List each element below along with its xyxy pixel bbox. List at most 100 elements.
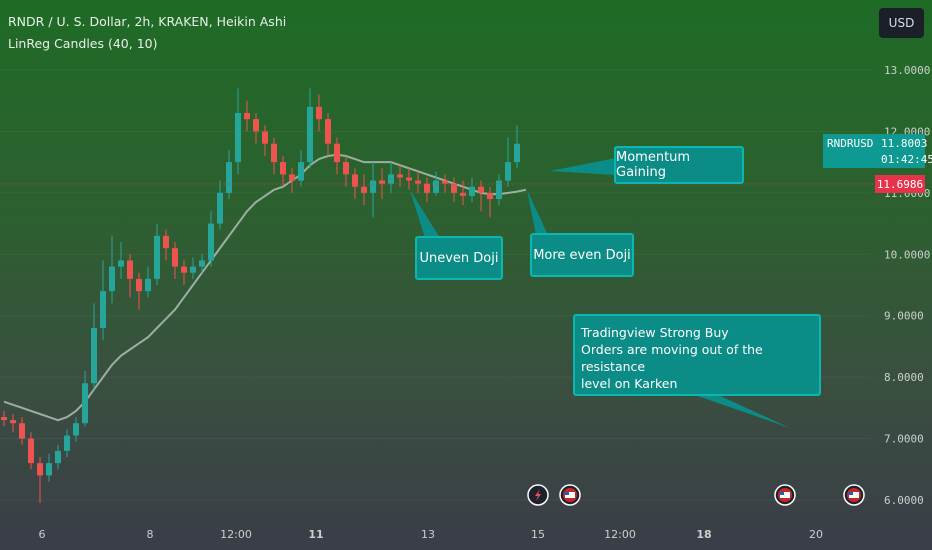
candle-body	[370, 180, 376, 193]
candle-body	[118, 260, 124, 267]
x-tick-label: 12:00	[604, 528, 636, 541]
currency-button[interactable]: USD	[879, 8, 924, 38]
callout-uneven-doji-text: Uneven Doji	[419, 250, 499, 266]
us-flag-icon	[780, 492, 790, 498]
candle-body	[217, 192, 223, 224]
candle-body	[145, 278, 151, 292]
x-tick-label: 15	[531, 528, 545, 541]
linreg-ma-line	[3, 153, 527, 422]
candle-body	[109, 266, 115, 292]
candle-body	[451, 183, 457, 193]
y-tick-label: 13.0000	[884, 64, 930, 77]
candle-body	[307, 106, 313, 163]
candle-body	[334, 143, 340, 163]
us-flag-icon	[849, 492, 859, 498]
candle-body	[244, 113, 250, 120]
candle-body	[469, 186, 475, 196]
y-tick-label: 8.0000	[884, 371, 924, 384]
candle-body	[262, 131, 268, 144]
candle-body	[235, 113, 241, 163]
candle-body	[190, 266, 196, 273]
callout-even-doji-text: More even Doji	[533, 247, 631, 263]
candle-body	[172, 248, 178, 267]
lightning-icon	[535, 489, 541, 501]
candle-body	[487, 192, 493, 199]
symbol-label: RNDRUSD	[827, 137, 874, 150]
candle-body	[199, 260, 205, 267]
candle-body	[325, 119, 331, 144]
candle-body	[154, 235, 160, 279]
callout-uneven-doji[interactable]: Uneven Doji	[415, 236, 503, 280]
chart-title: RNDR / U. S. Dollar, 2h, KRAKEN, Heikin …	[8, 14, 287, 29]
y-tick-label: 10.0000	[884, 248, 930, 261]
candle-body	[397, 174, 403, 178]
y-tick-label: 9.0000	[884, 310, 924, 323]
candle-body	[478, 186, 484, 193]
candle-body	[136, 278, 142, 292]
y-tick-label: 6.0000	[884, 494, 924, 507]
candle-body	[280, 162, 286, 175]
candle-body	[343, 162, 349, 175]
candle-body	[388, 174, 394, 184]
candle-body	[226, 162, 232, 193]
callout-pointer-uneven	[410, 190, 440, 238]
current-price-tag: 11.6986	[875, 175, 925, 193]
callout-strong-buy-line1: Tradingview Strong Buy	[581, 325, 729, 340]
last-price: 11.8003	[881, 137, 928, 150]
candle-body	[91, 328, 97, 384]
us-flag-canton	[565, 492, 569, 495]
candle-body	[1, 417, 7, 421]
callout-strong-buy-line2: Orders are moving out of the resistance	[581, 342, 763, 374]
candle-body	[352, 174, 358, 187]
candle-body	[73, 423, 79, 436]
candle-body	[19, 423, 25, 439]
x-tick-label: 12:00	[220, 528, 252, 541]
candle-body	[433, 180, 439, 193]
candle-body	[415, 180, 421, 184]
candle-body	[289, 174, 295, 181]
candle-body	[316, 106, 322, 120]
us-flag-canton	[780, 492, 784, 495]
us-flag-icon	[565, 492, 575, 498]
candle-body	[460, 192, 466, 196]
candle-body	[46, 463, 52, 476]
candle-body	[64, 435, 70, 451]
x-tick-label: 18	[696, 528, 711, 541]
callout-pointer-momentum	[550, 158, 616, 175]
candle-body	[28, 438, 34, 464]
candle-body	[496, 180, 502, 199]
y-tick-label: 7.0000	[884, 433, 924, 446]
x-tick-label: 6	[39, 528, 46, 541]
symbol-price-tag: RNDRUSD 11.8003 01:42:45	[823, 134, 932, 168]
x-tick-label: 8	[147, 528, 154, 541]
candle-body	[55, 450, 61, 464]
callout-momentum-text: Momentum Gaining	[616, 150, 691, 180]
countdown-timer: 01:42:45	[881, 153, 932, 166]
candle-body	[379, 180, 385, 184]
candle-body	[100, 291, 106, 328]
callout-pointer-even	[527, 190, 548, 235]
candle-body	[82, 383, 88, 424]
us-flag-canton	[849, 492, 853, 495]
x-tick-label: 13	[421, 528, 435, 541]
candle-body	[271, 143, 277, 163]
callout-even-doji[interactable]: More even Doji	[530, 233, 634, 277]
candle-body	[208, 223, 214, 261]
candle-body	[514, 143, 520, 163]
x-tick-label: 11	[308, 528, 323, 541]
callout-momentum[interactable]: Momentum Gaining	[614, 146, 744, 184]
callout-strong-buy-line3: level on Karken	[581, 376, 678, 391]
x-tick-label: 20	[809, 528, 823, 541]
callout-strong-buy[interactable]: Tradingview Strong Buy Orders are moving…	[573, 314, 821, 396]
indicator-label[interactable]: LinReg Candles (40, 10)	[8, 36, 158, 51]
candle-body	[505, 162, 511, 181]
callout-pointer-strong-buy	[692, 394, 790, 428]
candle-body	[406, 177, 412, 181]
candle-body	[181, 266, 187, 273]
candle-body	[253, 119, 259, 132]
candle-body	[298, 162, 304, 181]
candle-body	[442, 180, 448, 184]
candle-body	[127, 260, 133, 279]
candle-body	[10, 420, 16, 424]
